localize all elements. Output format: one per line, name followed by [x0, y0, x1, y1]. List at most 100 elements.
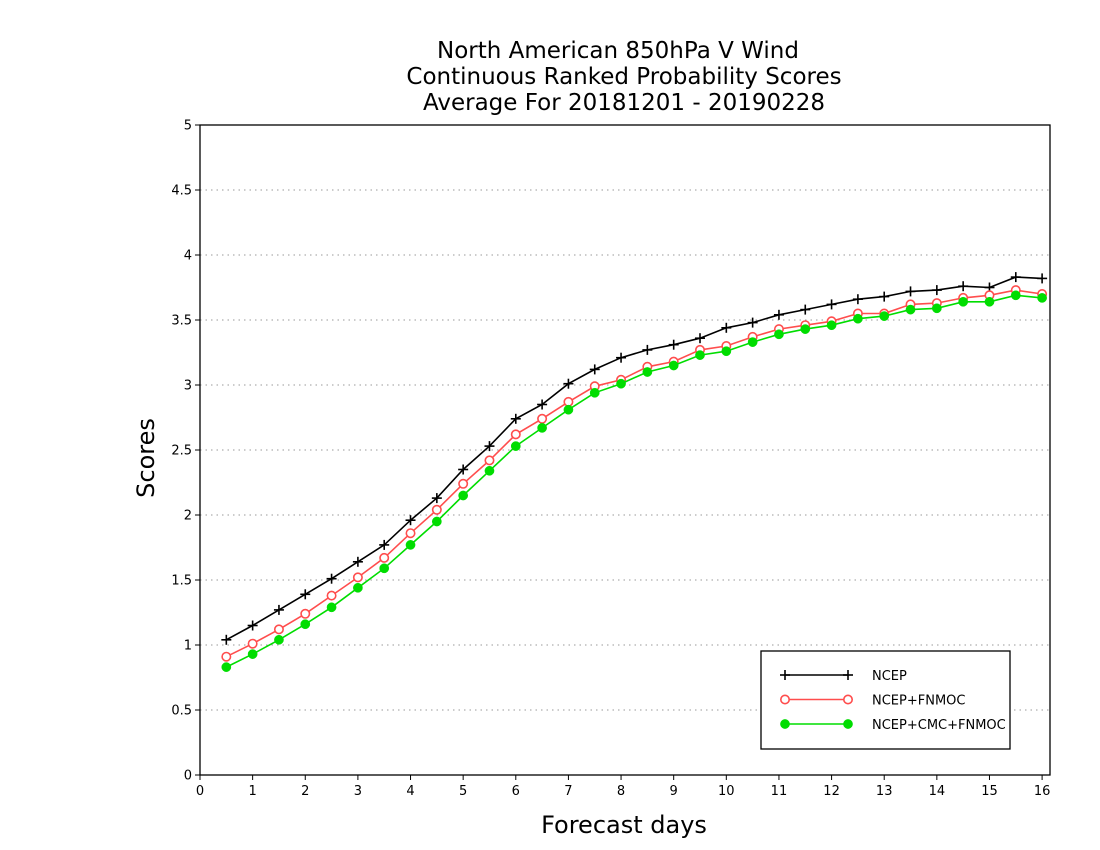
x-tick-label: 11 [771, 784, 788, 799]
data-point [616, 352, 627, 363]
series-2 [221, 290, 1047, 672]
data-point [931, 303, 942, 314]
data-point [563, 404, 574, 415]
data-point [879, 311, 890, 321]
data-point [458, 464, 469, 475]
data-point [537, 399, 548, 410]
data-point [958, 281, 969, 292]
x-tick-label: 5 [459, 784, 467, 799]
x-tick-label: 1 [248, 784, 256, 799]
data-point [853, 313, 863, 324]
data-point [773, 309, 784, 320]
y-tick-label: 1 [184, 639, 192, 654]
x-tick-label: 7 [564, 784, 572, 799]
data-point [326, 590, 337, 601]
x-tick-label: 0 [196, 784, 204, 799]
x-tick-label: 15 [981, 784, 998, 799]
data-point [379, 552, 390, 563]
data-point [221, 662, 232, 672]
data-point [563, 396, 574, 407]
x-axis-title: Forecast days [541, 811, 707, 839]
data-point [379, 539, 390, 550]
data-point [905, 286, 916, 297]
legend-label: NCEP [872, 669, 907, 684]
y-tick-label: 5 [184, 119, 192, 134]
data-point [484, 441, 495, 452]
x-tick-label: 14 [929, 784, 946, 799]
series-layer [221, 272, 1048, 672]
data-point [458, 478, 469, 489]
y-tick-label: 4 [184, 249, 192, 264]
legend-entry-2: NCEP+CMC+FNMOC [780, 718, 1006, 733]
legend-entry-0: NCEP [780, 669, 907, 684]
data-point [510, 429, 521, 440]
data-point [563, 378, 574, 389]
series-line [225, 276, 1043, 641]
data-point [484, 455, 495, 466]
data-point [405, 528, 416, 539]
x-tick-label: 10 [718, 784, 735, 799]
data-point [589, 364, 600, 375]
data-point [1010, 290, 1021, 301]
data-point [405, 515, 416, 526]
x-axis-ticks: 0 1 2 3 4 5 6 7 8 9 10 11 12 13 14 15 16 [196, 775, 1051, 799]
y-tick-label: 1.5 [171, 574, 192, 589]
legend-label: NCEP+FNMOC [872, 694, 965, 709]
data-point [247, 638, 258, 649]
y-axis-title: Scores [132, 418, 160, 498]
data-point [300, 589, 311, 600]
gridlines [200, 189, 1050, 711]
data-point [668, 360, 679, 371]
chart-title-line-2: Continuous Ranked Probability Scores [406, 64, 841, 90]
data-point [905, 304, 916, 315]
plot-frame [199, 124, 1051, 776]
data-point [352, 572, 363, 583]
chart-title: North American 850hPa V Wind Continuous … [406, 38, 841, 116]
series-line [225, 289, 1043, 658]
data-point [510, 413, 521, 424]
y-tick-label: 4.5 [171, 184, 192, 199]
data-point [721, 322, 732, 333]
x-tick-label: 13 [876, 784, 893, 799]
data-point [273, 604, 284, 615]
legend-marker [843, 719, 853, 729]
data-point [642, 344, 653, 355]
data-point [852, 294, 863, 305]
x-tick-label: 9 [670, 784, 678, 799]
data-point [774, 329, 784, 340]
x-tick-label: 16 [1034, 784, 1051, 799]
data-point [1037, 293, 1047, 303]
data-point [537, 423, 547, 433]
chart-title-line-3: Average For 20181201 - 20190228 [423, 90, 825, 116]
data-point [800, 304, 811, 315]
data-point [247, 620, 258, 631]
x-tick-label: 2 [301, 784, 309, 799]
data-point [800, 324, 811, 334]
data-point [695, 350, 705, 360]
data-point [826, 320, 837, 331]
data-point [221, 634, 232, 645]
data-point [721, 346, 732, 357]
y-axis-ticks: 0 0.5 1 1.5 2 2.5 3 3.5 4 4.5 5 [171, 119, 200, 784]
x-tick-label: 12 [823, 784, 840, 799]
y-tick-label: 3.5 [171, 314, 192, 329]
x-tick-label: 3 [354, 784, 362, 799]
data-point [300, 619, 311, 630]
legend-label: NCEP+CMC+FNMOC [872, 718, 1006, 733]
data-point [1010, 272, 1021, 283]
data-point [931, 285, 942, 296]
data-point [668, 339, 679, 350]
data-point [326, 573, 337, 584]
data-point [353, 582, 363, 593]
legend-entry-1: NCEP+FNMOC [779, 694, 965, 709]
legend-marker [780, 670, 790, 680]
data-point [352, 556, 363, 567]
data-point [379, 563, 390, 574]
data-point [221, 651, 232, 662]
data-point [300, 608, 311, 619]
data-point [642, 367, 653, 377]
data-point [405, 540, 416, 550]
y-tick-label: 0 [184, 769, 192, 784]
data-point [984, 296, 995, 307]
